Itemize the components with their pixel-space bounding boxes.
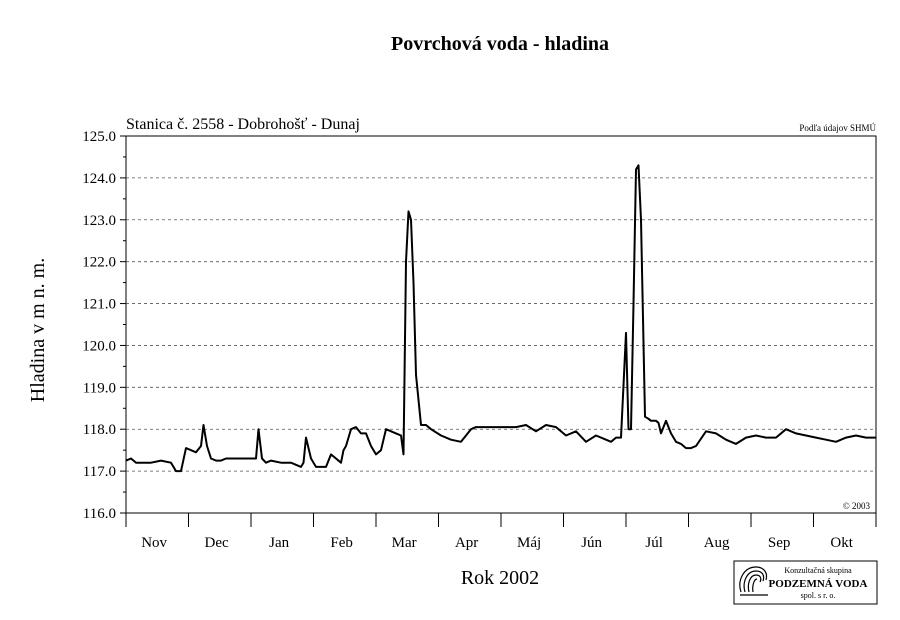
x-tick-label: Okt (830, 535, 853, 551)
y-tick-label: 122.0 (82, 255, 116, 271)
copyright-note: © 2003 (843, 501, 871, 511)
source-note: Podľa údajov SHMÚ (799, 123, 876, 133)
x-tick-label: Sep (768, 535, 791, 551)
x-tick-label: Jún (581, 535, 602, 551)
y-tick-label: 118.0 (83, 422, 116, 438)
series-group (125, 164, 876, 473)
logo-line-3: spol. s r. o. (801, 591, 836, 600)
grid-lines (126, 177, 876, 472)
logo-line-2: PODZEMNÁ VODA (769, 578, 868, 590)
y-tick-label: 117.0 (83, 464, 116, 480)
x-tick-label: Dec (205, 535, 229, 551)
x-tick-label: Máj (517, 535, 541, 551)
x-tick-label: Aug (704, 535, 730, 551)
logo-frame (733, 560, 878, 605)
y-tick-label: 123.0 (82, 213, 116, 229)
y-tick-label: 116.0 (83, 506, 116, 522)
plot-frame (125, 135, 877, 514)
y-tick-label: 125.0 (82, 129, 116, 145)
company-logo: Konzultačná skupina PODZEMNÁ VODA spol. … (733, 560, 878, 605)
x-tick-label: Nov (141, 535, 167, 551)
y-tick-label: 120.0 (82, 338, 116, 354)
y-tick-label: 121.0 (82, 297, 116, 313)
y-tick-label: 119.0 (83, 380, 116, 396)
y-axis: 116.0 117.0 118.0 119.0 120.0 121.0 122.0 123.0… (82, 129, 126, 522)
logo-emblem-icon (739, 566, 768, 596)
x-tick-label: Júl (645, 535, 663, 551)
y-axis-label: Hladina v m n. m. (27, 258, 49, 402)
series-line (125, 164, 876, 473)
x-axis-label: Rok 2002 (461, 567, 539, 589)
chart-title: Povrchová voda - hladina (391, 33, 609, 55)
x-axis: Nov Dec Jan Feb Mar Apr Máj Jún Júl Aug Sep Okt (125, 513, 877, 551)
logo-line-1: Konzultačná skupina (784, 566, 852, 575)
x-tick-label: Mar (392, 535, 417, 551)
station-label: Stanica č. 2558 - Dobrohošť - Dunaj (126, 116, 360, 133)
y-tick-label: 124.0 (82, 171, 116, 187)
x-tick-label: Feb (330, 535, 353, 551)
x-tick-label: Apr (455, 535, 478, 551)
x-tick-label: Jan (269, 535, 289, 551)
